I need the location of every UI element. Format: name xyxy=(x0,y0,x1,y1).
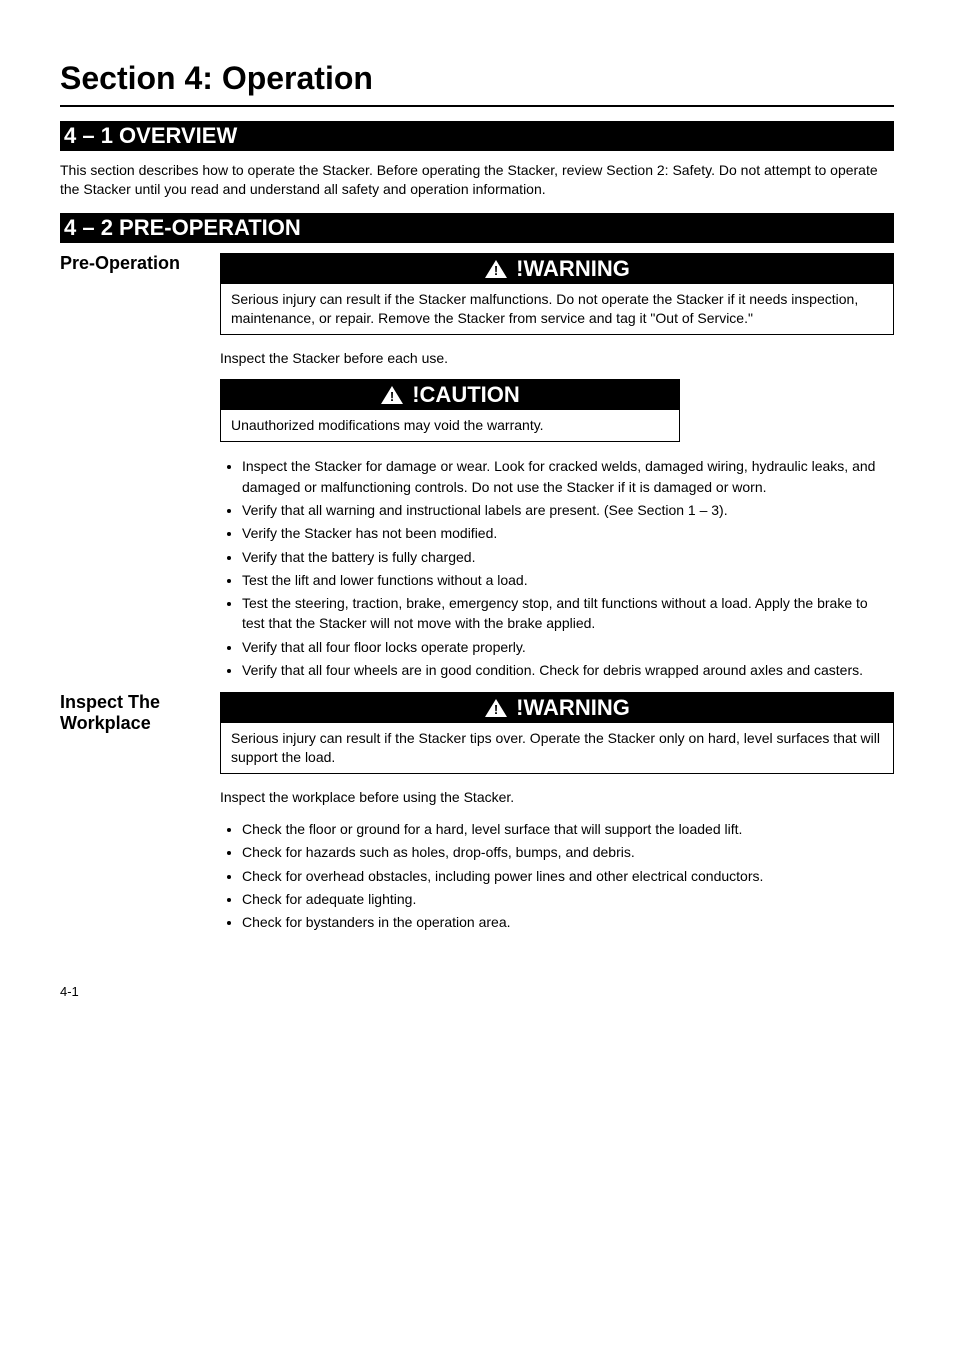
alert-icon: ! xyxy=(380,385,404,405)
warning-callout-2: ! !WARNING Serious injury can result if … xyxy=(220,692,894,774)
list-item: Verify that the battery is fully charged… xyxy=(242,547,894,567)
svg-text:!: ! xyxy=(494,263,498,278)
list-item: Check for bystanders in the operation ar… xyxy=(242,912,894,932)
caution-body: Unauthorized modifications may void the … xyxy=(221,410,679,441)
list-item: Verify that all warning and instructiona… xyxy=(242,500,894,520)
inspect-list: Check the floor or ground for a hard, le… xyxy=(220,819,894,932)
subheading-preoperation: Pre-Operation xyxy=(60,253,200,274)
overview-paragraph: This section describes how to operate th… xyxy=(60,161,894,199)
warning-callout-1: ! !WARNING Serious injury can result if … xyxy=(220,253,894,335)
warning-header-2: ! !WARNING xyxy=(221,693,893,723)
svg-text:!: ! xyxy=(494,702,498,717)
list-item: Check for hazards such as holes, drop-of… xyxy=(242,842,894,862)
title-rule xyxy=(60,105,894,107)
svg-text:!: ! xyxy=(390,389,394,404)
page-title: Section 4: Operation xyxy=(60,60,894,97)
section-heading-overview: 4 – 1 OVERVIEW xyxy=(60,121,894,151)
alert-icon: ! xyxy=(484,698,508,718)
inspect-intro: Inspect the workplace before using the S… xyxy=(220,788,894,807)
list-item: Verify that all four wheels are in good … xyxy=(242,660,894,680)
page: Section 4: Operation 4 – 1 OVERVIEW This… xyxy=(0,0,954,1350)
block-inspect-workplace: Inspect The Workplace ! !WARNING Serious… xyxy=(60,692,894,944)
list-item: Test the lift and lower functions withou… xyxy=(242,570,894,590)
warning-label-1: !WARNING xyxy=(516,256,630,282)
section-heading-preoperation: 4 – 2 PRE-OPERATION xyxy=(60,213,894,243)
caution-label: !CAUTION xyxy=(412,382,520,408)
list-item: Check for overhead obstacles, including … xyxy=(242,866,894,886)
block-preoperation: Pre-Operation ! !WARNING Serious injury … xyxy=(60,253,894,693)
warning-body-2: Serious injury can result if the Stacker… xyxy=(221,723,893,773)
caution-callout: ! !CAUTION Unauthorized modifications ma… xyxy=(220,379,680,442)
warning-label-2: !WARNING xyxy=(516,695,630,721)
alert-icon: ! xyxy=(484,259,508,279)
list-item: Check the floor or ground for a hard, le… xyxy=(242,819,894,839)
list-item: Test the steering, traction, brake, emer… xyxy=(242,593,894,634)
preop-intro: Inspect the Stacker before each use. xyxy=(220,349,894,368)
warning-body-1: Serious injury can result if the Stacker… xyxy=(221,284,893,334)
page-number: 4-1 xyxy=(60,984,894,999)
preop-list: Inspect the Stacker for damage or wear. … xyxy=(220,456,894,680)
list-item: Verify the Stacker has not been modified… xyxy=(242,523,894,543)
caution-header: ! !CAUTION xyxy=(221,380,679,410)
list-item: Verify that all four floor locks operate… xyxy=(242,637,894,657)
list-item: Inspect the Stacker for damage or wear. … xyxy=(242,456,894,497)
warning-header-1: ! !WARNING xyxy=(221,254,893,284)
list-item: Check for adequate lighting. xyxy=(242,889,894,909)
subheading-inspect: Inspect The Workplace xyxy=(60,692,200,734)
